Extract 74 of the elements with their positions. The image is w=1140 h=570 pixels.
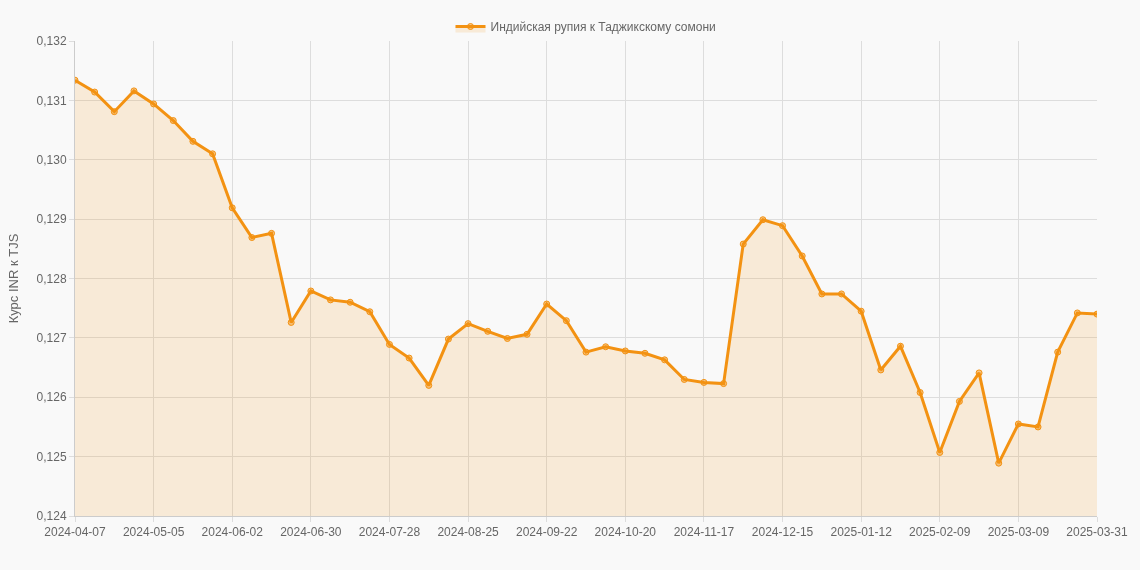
y-tick-label: 0,130 (36, 152, 67, 167)
point (739, 240, 747, 248)
point (405, 354, 413, 362)
point (464, 320, 472, 328)
point (798, 252, 806, 260)
x-tick-label: 2025-01-12 (830, 525, 893, 540)
y-tick-label: 0,125 (36, 449, 67, 464)
point (169, 117, 177, 125)
point (779, 222, 787, 230)
x-tick-label: 2024-05-05 (122, 525, 185, 540)
y-tick-label: 0,127 (36, 331, 67, 346)
point (896, 342, 904, 350)
point (366, 308, 374, 316)
y-tick-label: 0,126 (36, 390, 67, 405)
point (327, 296, 334, 304)
point (425, 381, 433, 389)
point (818, 290, 826, 298)
legend-label: Индийская рупия к Таджикскому сомони (490, 20, 716, 35)
point (228, 204, 236, 212)
x-tick-label: 2024-07-28 (358, 525, 421, 540)
x-tick-label: 2025-02-09 (909, 525, 971, 540)
point (700, 378, 708, 386)
x-tick-label: 2024-12-15 (751, 525, 814, 540)
point (444, 335, 452, 343)
y-tick-label: 0,128 (36, 271, 67, 286)
point (346, 298, 354, 306)
point (1034, 423, 1042, 431)
point (857, 307, 865, 315)
point (543, 300, 551, 308)
y-tick-label: 0,124 (36, 509, 67, 524)
point (484, 327, 492, 335)
point (602, 343, 610, 351)
point (916, 389, 924, 396)
y-tick-label: 0,132 (36, 34, 67, 49)
y-axis-title: Курс INR к TJS (5, 233, 21, 324)
y-tick-label: 0,131 (36, 93, 67, 108)
x-tick-label: 2024-10-20 (594, 525, 657, 540)
point (110, 108, 118, 116)
point (523, 330, 531, 338)
point (877, 366, 885, 374)
point (130, 87, 138, 95)
point (680, 375, 688, 383)
point (975, 369, 983, 377)
point (955, 397, 963, 405)
point (91, 88, 99, 96)
y-tick-label: 0,129 (36, 212, 67, 227)
x-tick-label: 2025-03-09 (987, 525, 1050, 540)
point (641, 349, 649, 357)
point (189, 137, 197, 145)
point (838, 290, 845, 298)
point (268, 229, 276, 237)
x-tick-label: 2025-03-31 (1066, 525, 1129, 540)
point (1014, 420, 1022, 428)
x-tick-label: 2024-09-22 (515, 525, 578, 540)
point (582, 348, 590, 356)
point (503, 334, 511, 342)
point (248, 234, 256, 242)
point (385, 340, 393, 348)
x-tick-label: 2024-11-17 (673, 525, 735, 540)
point (1054, 348, 1062, 356)
x-tick-label: 2024-06-02 (201, 525, 264, 540)
point (621, 347, 629, 355)
point (759, 216, 767, 224)
point (307, 287, 315, 295)
point (562, 317, 570, 325)
point (150, 100, 158, 108)
point (661, 356, 669, 364)
point (209, 150, 217, 158)
x-tick-label: 2024-08-25 (437, 525, 500, 540)
point (720, 380, 728, 388)
point (1073, 309, 1081, 317)
x-tick-label: 2024-04-07 (44, 525, 107, 540)
x-tick-label: 2024-06-30 (280, 525, 342, 540)
point (995, 459, 1003, 467)
